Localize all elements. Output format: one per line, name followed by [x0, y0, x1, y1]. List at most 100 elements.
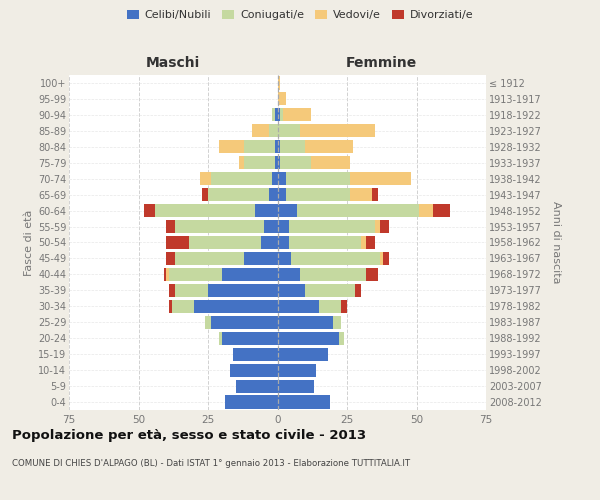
Bar — [272, 172, 277, 185]
Legend: Celibi/Nubili, Coniugati/e, Vedovi/e, Divorziati/e: Celibi/Nubili, Coniugati/e, Vedovi/e, Di… — [122, 6, 478, 25]
Bar — [277, 252, 292, 265]
Bar — [277, 108, 280, 122]
Bar — [350, 172, 411, 185]
Bar — [305, 140, 353, 153]
Bar — [208, 188, 269, 201]
Bar — [292, 252, 380, 265]
Bar — [253, 124, 269, 138]
Bar — [175, 220, 263, 233]
Text: Maschi: Maschi — [146, 56, 200, 70]
Bar — [208, 284, 277, 297]
Bar — [200, 172, 211, 185]
Bar — [277, 268, 300, 281]
Bar — [188, 236, 261, 249]
Bar — [333, 316, 341, 329]
Bar — [269, 188, 277, 201]
Bar — [164, 268, 166, 281]
Bar — [419, 204, 433, 217]
Bar — [166, 236, 188, 249]
Bar — [300, 124, 375, 138]
Bar — [380, 220, 389, 233]
Bar — [433, 204, 450, 217]
Bar — [280, 140, 305, 153]
Bar — [224, 396, 277, 408]
Bar — [277, 140, 280, 153]
Bar — [144, 204, 155, 217]
Bar — [219, 140, 244, 153]
Bar — [236, 380, 277, 392]
Bar — [286, 188, 350, 201]
Y-axis label: Fasce di età: Fasce di età — [23, 210, 34, 276]
Bar — [380, 252, 383, 265]
Bar — [277, 204, 297, 217]
Bar — [175, 252, 244, 265]
Bar — [277, 156, 280, 170]
Bar — [277, 364, 316, 376]
Bar — [277, 284, 305, 297]
Bar — [277, 332, 338, 345]
Bar — [233, 348, 277, 360]
Bar — [202, 188, 208, 201]
Bar — [194, 300, 277, 313]
Bar — [280, 108, 283, 122]
Bar — [277, 380, 314, 392]
Bar — [244, 156, 275, 170]
Bar — [275, 140, 277, 153]
Bar — [211, 172, 272, 185]
Bar — [289, 236, 361, 249]
Bar — [244, 140, 275, 153]
Bar — [239, 156, 244, 170]
Bar — [211, 316, 277, 329]
Bar — [277, 92, 286, 106]
Bar — [338, 332, 344, 345]
Bar — [277, 396, 331, 408]
Bar — [277, 124, 300, 138]
Bar — [289, 220, 375, 233]
Bar — [175, 284, 208, 297]
Bar — [169, 268, 222, 281]
Bar — [375, 220, 380, 233]
Bar — [319, 300, 341, 313]
Y-axis label: Anni di nascita: Anni di nascita — [551, 201, 561, 284]
Bar — [277, 300, 319, 313]
Bar — [261, 236, 277, 249]
Bar — [283, 108, 311, 122]
Bar — [286, 172, 350, 185]
Bar — [166, 252, 175, 265]
Bar — [219, 332, 222, 345]
Bar — [205, 316, 211, 329]
Bar — [169, 300, 172, 313]
Bar — [367, 236, 375, 249]
Bar — [272, 108, 275, 122]
Bar — [166, 268, 169, 281]
Bar — [277, 172, 286, 185]
Text: COMUNE DI CHIES D'ALPAGO (BL) - Dati ISTAT 1° gennaio 2013 - Elaborazione TUTTIT: COMUNE DI CHIES D'ALPAGO (BL) - Dati IST… — [12, 458, 410, 468]
Bar — [372, 188, 377, 201]
Bar — [350, 188, 372, 201]
Bar — [222, 332, 277, 345]
Bar — [341, 300, 347, 313]
Bar — [255, 204, 277, 217]
Text: Femmine: Femmine — [346, 56, 418, 70]
Bar — [277, 236, 289, 249]
Bar — [361, 236, 367, 249]
Bar — [275, 108, 277, 122]
Bar — [166, 220, 175, 233]
Bar — [300, 268, 367, 281]
Bar — [277, 220, 289, 233]
Bar — [355, 284, 361, 297]
Bar — [275, 156, 277, 170]
Bar — [311, 156, 350, 170]
Bar — [244, 252, 277, 265]
Bar — [230, 364, 277, 376]
Bar — [277, 316, 333, 329]
Bar — [263, 220, 277, 233]
Bar — [277, 188, 286, 201]
Bar — [305, 284, 355, 297]
Bar — [277, 348, 328, 360]
Bar — [280, 156, 311, 170]
Bar — [155, 204, 255, 217]
Bar — [269, 124, 277, 138]
Bar — [222, 268, 277, 281]
Bar — [383, 252, 389, 265]
